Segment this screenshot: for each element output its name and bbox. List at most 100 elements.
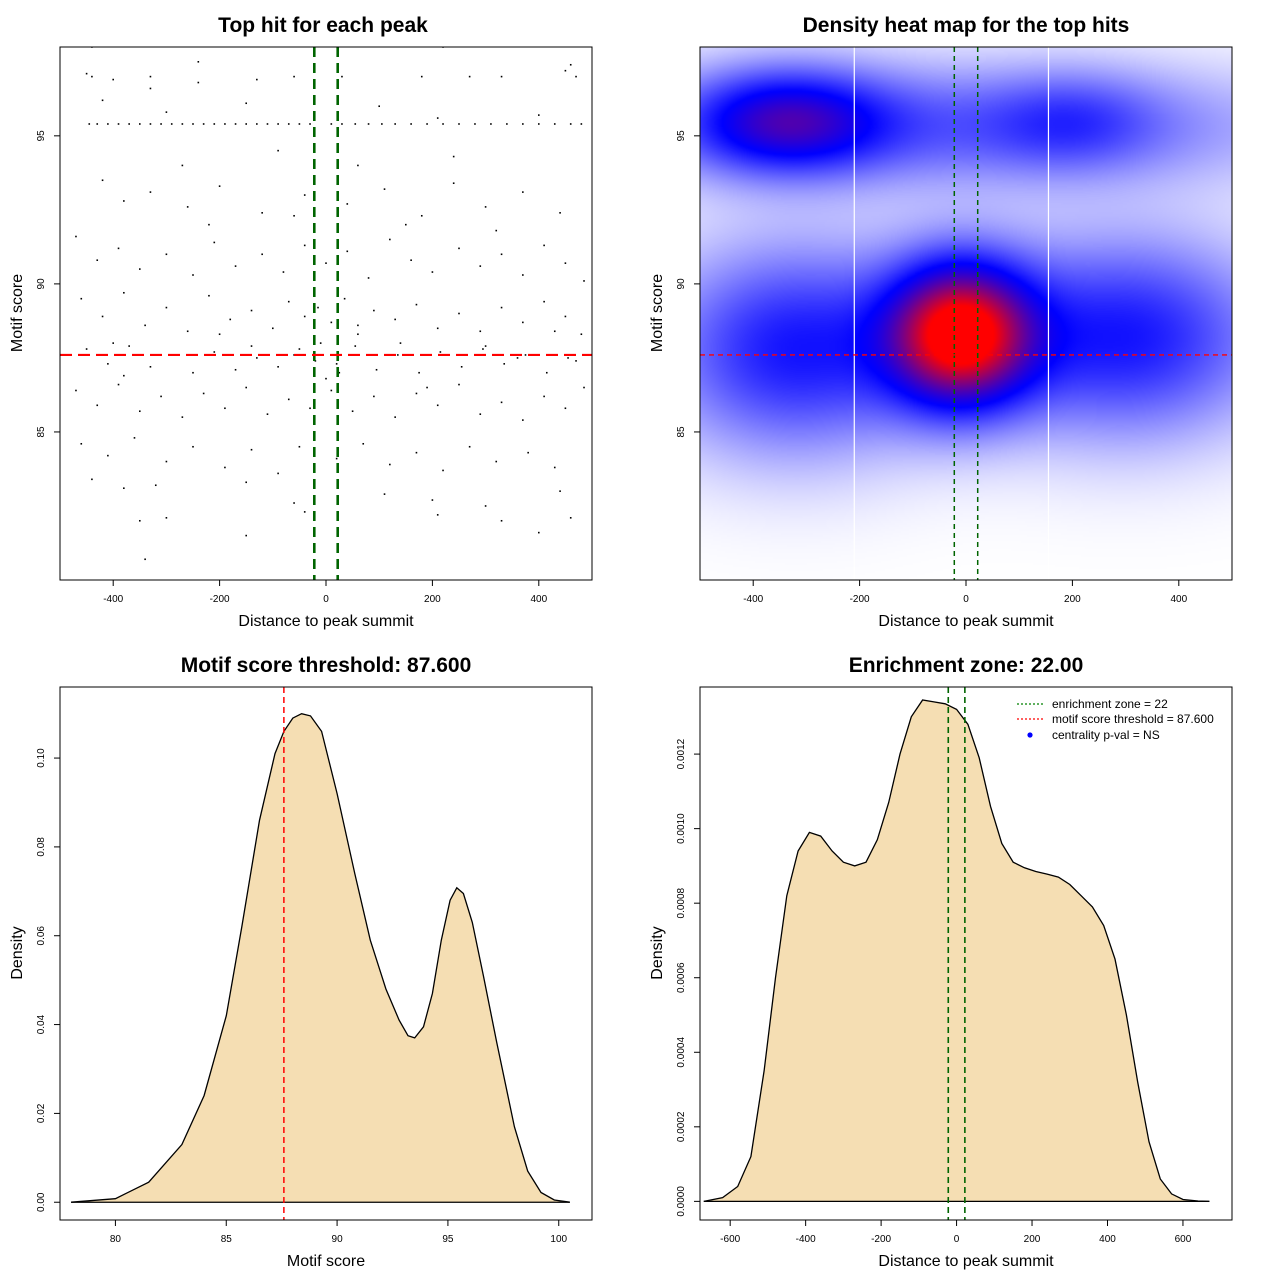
scatter-point — [117, 123, 120, 125]
scatter-point — [107, 363, 109, 365]
y-axis-label: Motif score — [9, 274, 26, 352]
scatter-point — [319, 342, 322, 344]
scatter-point — [245, 123, 247, 125]
scatter-point — [218, 185, 221, 187]
density-fill — [71, 713, 570, 1203]
legend-swatch-pval — [1027, 732, 1033, 738]
scatter-point — [277, 149, 279, 152]
x-axis: 80 85 90 95 100 — [110, 1220, 568, 1245]
x-tick-label: -200 — [210, 594, 230, 605]
scatter-point — [575, 360, 577, 362]
scatter-point — [394, 416, 396, 418]
y-tick-label: 85 — [676, 426, 687, 438]
scatter-point — [186, 206, 189, 208]
scatter-point — [564, 69, 567, 72]
scatter-point — [309, 407, 311, 410]
scatter-point — [426, 123, 428, 125]
scatter-point — [580, 333, 583, 336]
scatter-point — [522, 419, 524, 421]
scatter-point — [367, 277, 370, 279]
scatter-point — [354, 345, 357, 347]
scatter-point — [117, 383, 120, 386]
scatter-point — [213, 241, 216, 244]
x-tick-label: 400 — [1099, 1234, 1116, 1245]
reference-lines — [947, 687, 966, 1220]
scatter-point — [399, 342, 402, 344]
scatter-point — [479, 413, 482, 415]
reference-lines — [700, 47, 1232, 580]
scatter-point — [192, 274, 194, 276]
y-axis: 0.0000 0.0002 0.0004 0.0006 0.0008 0.0010 0.00… — [676, 738, 700, 1217]
scatter-point — [245, 102, 247, 105]
scatter-point — [192, 123, 194, 125]
scatter-point — [213, 123, 216, 125]
scatter-point — [123, 291, 125, 294]
x-tick-label: 200 — [1024, 1234, 1041, 1245]
scatter-point — [479, 265, 482, 267]
y-tick-label: 0.02 — [36, 1103, 47, 1123]
scatter-point — [367, 123, 370, 125]
scatter-point — [479, 330, 482, 333]
scatter-point — [375, 368, 378, 371]
scatter-point — [500, 401, 503, 404]
reference-lines — [60, 47, 592, 580]
scatter-point — [338, 371, 341, 374]
chart-title: Top hit for each peak — [218, 14, 428, 37]
scatter-point — [490, 123, 492, 125]
y-tick-label: 0.0008 — [676, 887, 687, 918]
scatter-point — [410, 259, 412, 261]
scatter-point — [229, 318, 232, 321]
scatter-point — [224, 123, 226, 125]
scatter-point — [373, 395, 375, 398]
scatter-point — [553, 330, 556, 333]
scatter-point — [436, 514, 439, 516]
y-axis-label: Density — [649, 926, 666, 979]
scatter-point — [298, 123, 301, 125]
legend-label-pval: centrality p-val = NS — [1052, 728, 1160, 742]
y-tick-label: 0.0002 — [676, 1111, 687, 1142]
scatter-point — [218, 333, 221, 336]
scatter-point — [154, 484, 157, 487]
y-tick-label: 0.0004 — [676, 1037, 687, 1068]
scatter-point — [543, 244, 545, 247]
scatter-point — [277, 472, 279, 475]
scatter-point — [261, 253, 263, 256]
scatter-point — [287, 300, 290, 303]
scatter-point — [559, 490, 561, 492]
scatter-point — [80, 442, 83, 445]
scatter-point — [564, 407, 567, 410]
scatter-point — [160, 395, 162, 398]
scatter-point — [354, 123, 357, 125]
scatter-point — [381, 123, 383, 125]
x-axis-label: Motif score — [287, 1253, 365, 1270]
scatter-point — [149, 366, 152, 368]
scatter-point — [559, 212, 561, 214]
x-tick-label: -400 — [103, 594, 123, 605]
scatter-point — [420, 214, 423, 217]
density-fill — [703, 700, 1210, 1202]
plot-frame — [699, 686, 1233, 1221]
scatter-point — [500, 306, 503, 309]
scatter-point — [208, 223, 210, 226]
scatter-point — [394, 318, 396, 321]
x-tick-label: 400 — [530, 594, 547, 605]
scatter-point — [524, 354, 527, 356]
scatter-point — [149, 75, 152, 78]
scatter-point — [181, 416, 184, 418]
scatter-point — [293, 214, 295, 217]
scatter-point — [298, 348, 301, 350]
scatter-point — [165, 111, 168, 113]
legend-label-zone: enrichment zone = 22 — [1052, 697, 1168, 711]
scatter-point — [495, 229, 498, 232]
scatter-point — [192, 445, 194, 448]
scatter-point — [107, 123, 109, 125]
x-axis-label: Distance to peak summit — [238, 613, 414, 630]
scatter-point — [165, 460, 168, 463]
scatter-point — [96, 259, 99, 261]
scatter-point — [458, 312, 460, 315]
scatter-point — [277, 123, 279, 125]
scatter-point — [436, 404, 439, 407]
scatter-point — [282, 271, 285, 273]
scatter-point — [495, 460, 498, 463]
scatter-point — [583, 280, 585, 282]
